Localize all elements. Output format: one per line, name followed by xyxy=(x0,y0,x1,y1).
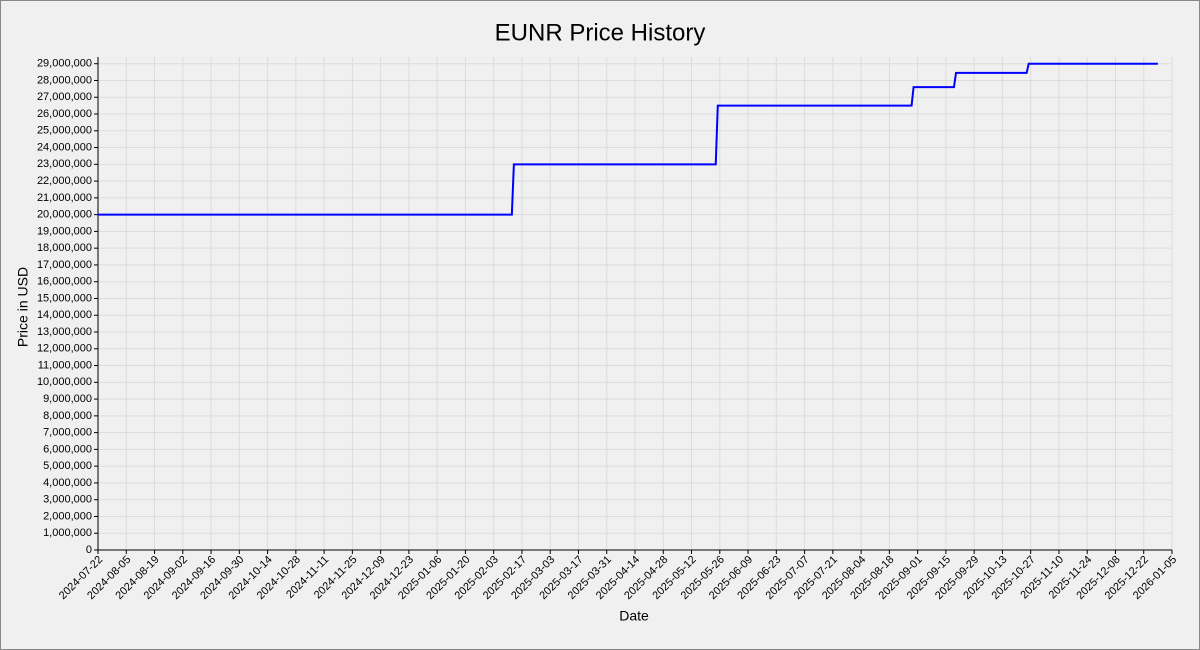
y-tick-label: 16,000,000 xyxy=(37,276,92,288)
y-tick-label: 13,000,000 xyxy=(37,326,92,338)
y-tick-label: 1,000,000 xyxy=(43,527,92,539)
y-tick-label: 3,000,000 xyxy=(43,494,92,506)
y-tick-label: 27,000,000 xyxy=(37,91,92,103)
y-tick-label: 14,000,000 xyxy=(37,309,92,321)
x-axis-label: Date xyxy=(619,608,649,624)
y-tick-label: 10,000,000 xyxy=(37,376,92,388)
y-axis-label: Price in USD xyxy=(15,267,31,347)
y-tick-label: 7,000,000 xyxy=(43,427,92,439)
y-tick-label: 19,000,000 xyxy=(37,225,92,237)
chart-title: EUNR Price History xyxy=(495,19,706,46)
y-tick-label: 2,000,000 xyxy=(43,510,92,522)
y-tick-label: 12,000,000 xyxy=(37,343,92,355)
y-tick-label: 26,000,000 xyxy=(37,108,92,120)
y-tick-label: 8,000,000 xyxy=(43,410,92,422)
y-tick-label: 4,000,000 xyxy=(43,477,92,489)
y-tick-label: 9,000,000 xyxy=(43,393,92,405)
y-tick-label: 22,000,000 xyxy=(37,175,92,187)
y-tick-label: 5,000,000 xyxy=(43,460,92,472)
y-tick-label: 28,000,000 xyxy=(37,74,92,86)
y-tick-label: 11,000,000 xyxy=(38,359,92,371)
y-tick-label: 6,000,000 xyxy=(43,443,92,455)
y-tick-label: 21,000,000 xyxy=(37,192,92,204)
y-tick-label: 25,000,000 xyxy=(37,125,92,137)
y-tick-label: 18,000,000 xyxy=(37,242,92,254)
y-tick-label: 20,000,000 xyxy=(37,209,92,221)
y-tick-label: 24,000,000 xyxy=(37,141,92,153)
price-line xyxy=(98,62,1158,216)
y-tick-label: 23,000,000 xyxy=(37,158,92,170)
y-tick-label: 0 xyxy=(86,544,92,556)
y-tick-label: 15,000,000 xyxy=(37,292,92,304)
y-tick-label: 29,000,000 xyxy=(37,58,92,70)
y-tick-label: 17,000,000 xyxy=(37,259,92,271)
